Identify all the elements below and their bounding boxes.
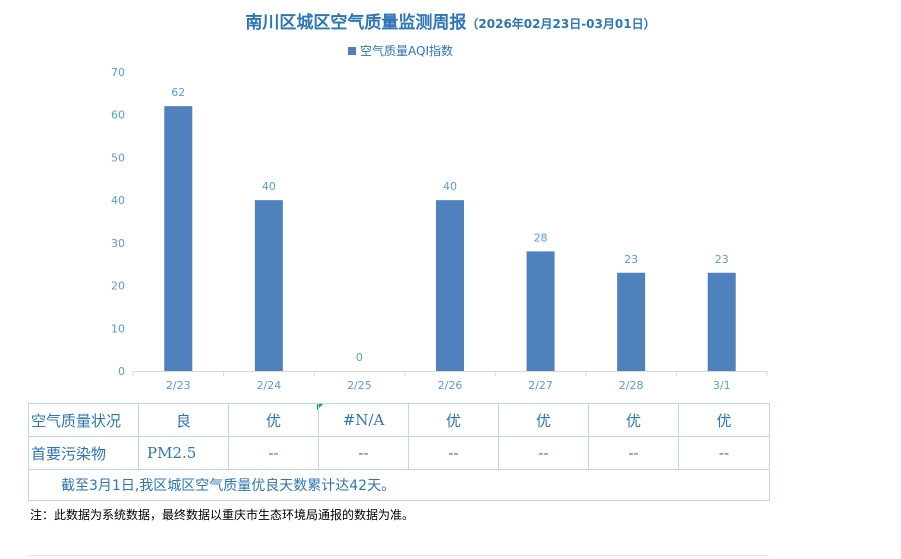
y-tick-label: 30 [111, 237, 125, 250]
y-tick-label: 0 [118, 365, 125, 378]
footnote: 注：此数据为系统数据，最终数据以重庆市生态环境局通报的数据为准。 [30, 508, 415, 522]
report-title: 南川区城区空气质量监测周报 [245, 13, 467, 33]
divider [28, 555, 769, 556]
pollutant-cell: -- [678, 436, 770, 470]
y-tick-label: 10 [111, 322, 125, 335]
status-cell: 良 [138, 403, 229, 437]
pollutant-cell: -- [408, 436, 499, 470]
bar-chart: 0 10 20 30 40 50 60 70 62 2/23 40 2/24 0 2/25 40 2/26 28… [111, 66, 768, 392]
bar [436, 200, 464, 371]
status-cell: 优 [588, 403, 679, 437]
data-label: 28 [534, 231, 548, 244]
chart-title: 南川区城区空气质量监测周报（2026年02月23日-03月01日） [0, 8, 901, 33]
pollutant-cell: -- [588, 436, 679, 470]
data-label: 0 [356, 351, 363, 364]
x-tick-label: 2/26 [438, 379, 463, 392]
pollutant-cell: -- [498, 436, 589, 470]
table-row-pollutant: 首要污染物 PM2.5 -- -- -- -- -- -- [28, 436, 770, 470]
row-header-pollutant: 首要污染物 [28, 436, 139, 470]
table-row-summary: 截至3月1日,我区城区空气质量优良天数累计达42天。 [28, 469, 770, 501]
y-tick-label: 50 [111, 151, 125, 164]
x-tick-label: 2/25 [347, 379, 372, 392]
table-row-status: 空气质量状况 良 优 #N/A 优 优 优 优 [28, 403, 770, 437]
data-label: 23 [624, 253, 638, 266]
pollutant-cell: -- [318, 436, 409, 470]
bar [617, 272, 646, 371]
air-quality-table: 空气质量状况 良 优 #N/A 优 优 优 优 首要污染物 PM2.5 -- -… [28, 403, 770, 501]
data-label: 40 [262, 180, 276, 193]
bar [254, 200, 283, 371]
x-tick-label: 2/28 [619, 379, 644, 392]
x-tick-label: 3/1 [713, 379, 731, 392]
summary-text: 截至3月1日,我区城区空气质量优良天数累计达42天。 [28, 469, 770, 501]
status-cell: 优 [498, 403, 589, 437]
data-label: 62 [171, 86, 185, 99]
pollutant-cell: -- [228, 436, 319, 470]
status-cell: 优 [678, 403, 770, 437]
bar [164, 106, 193, 372]
y-tick-label: 70 [111, 66, 125, 79]
bar [707, 272, 736, 371]
pollutant-cell: PM2.5 [138, 436, 229, 470]
data-label: 23 [715, 253, 729, 266]
data-label: 40 [443, 180, 457, 193]
x-tick-label: 2/27 [528, 379, 553, 392]
row-header-status: 空气质量状况 [28, 403, 139, 437]
status-cell: 优 [408, 403, 499, 437]
status-cell: 优 [228, 403, 319, 437]
status-cell: #N/A [318, 403, 409, 437]
y-tick-label: 60 [111, 109, 125, 122]
report-date-range: （2026年02月23日-03月01日） [466, 17, 656, 31]
legend: 空气质量AQI指数 [348, 42, 453, 59]
x-tick-label: 2/23 [166, 379, 191, 392]
bar [526, 251, 555, 371]
legend-swatch [348, 46, 356, 55]
x-tick-label: 2/24 [257, 379, 282, 392]
y-tick-label: 20 [111, 280, 125, 293]
y-tick-label: 40 [111, 194, 125, 207]
legend-label: 空气质量AQI指数 [360, 44, 453, 58]
